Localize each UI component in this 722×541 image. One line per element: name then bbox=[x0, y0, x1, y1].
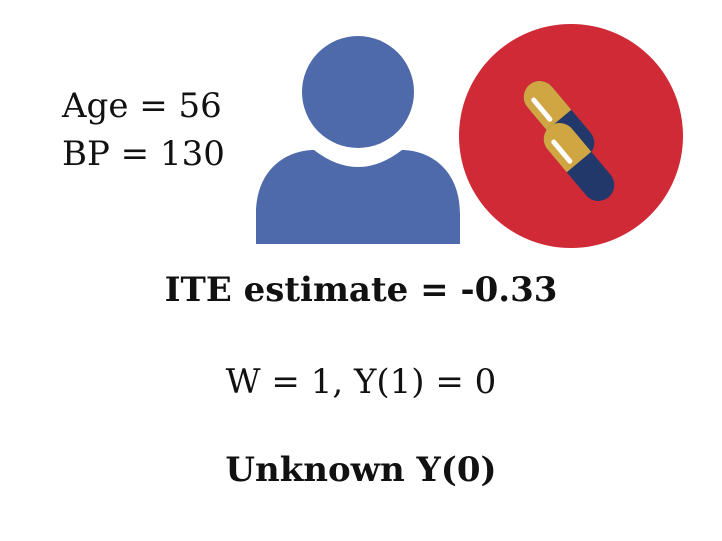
pill-capsules-icon bbox=[459, 24, 683, 248]
age-label: Age = 56 bbox=[62, 86, 222, 126]
unknown-outcome: Unknown Y(0) bbox=[225, 450, 497, 490]
bp-label: BP = 130 bbox=[62, 134, 225, 174]
patient-covariates: Age = 56 BP = 130 bbox=[62, 82, 225, 178]
ite-estimate: ITE estimate = -0.33 bbox=[164, 270, 558, 310]
observed-outcome: W = 1, Y(1) = 0 bbox=[225, 362, 497, 402]
person-icon bbox=[256, 36, 460, 244]
